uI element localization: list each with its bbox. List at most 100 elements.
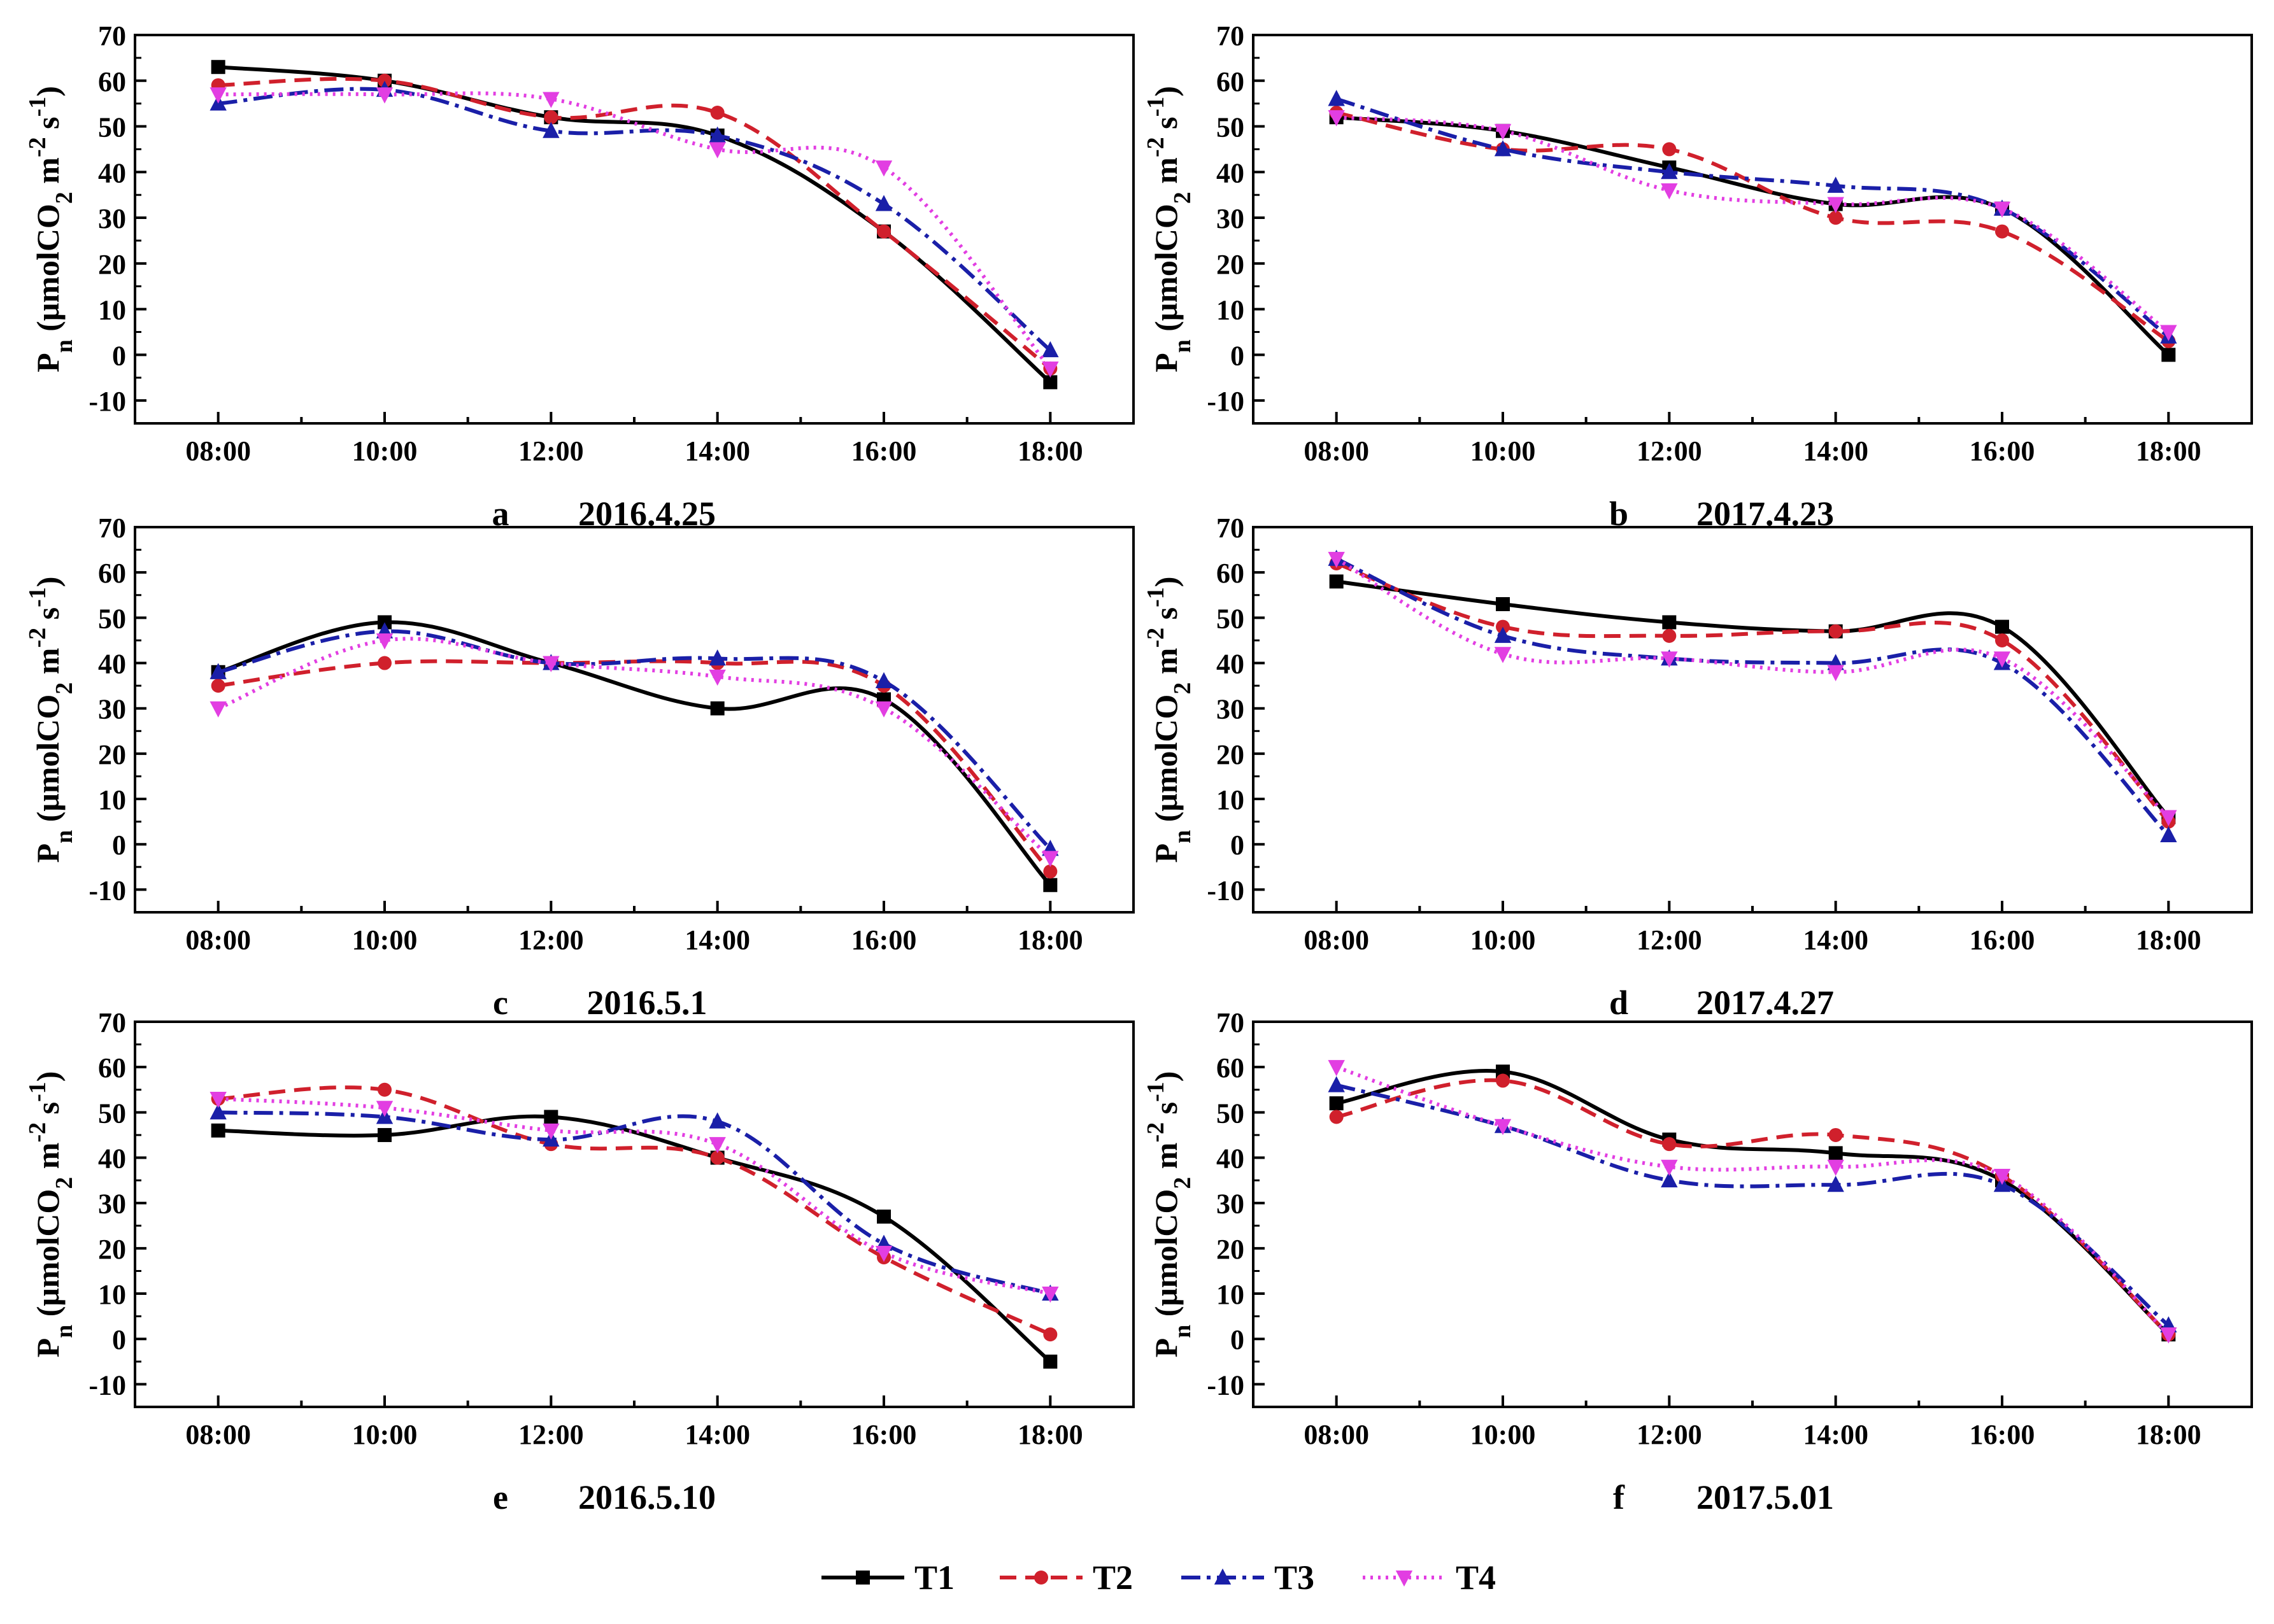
y-tick-label: 0 [1230,340,1244,371]
data-point [1328,1076,1345,1092]
y-tick-label: 50 [98,112,126,143]
data-point [1828,1127,1843,1142]
y-tick-label: -10 [1207,1369,1244,1401]
data-point [1329,574,1344,589]
data-point [210,663,227,679]
data-point [1661,1159,1678,1176]
legend-label: T1 [914,1558,955,1597]
data-point [1662,615,1677,630]
panels: -10 0 10 20 30 40 50 60 70 08:00 10:00 12:00 14:00 16… [24,20,2253,1516]
x-tick-label: 18:00 [1018,924,1083,956]
legend-label: T4 [1456,1558,1496,1597]
y-tick-label: 40 [1216,1143,1244,1175]
data-point [709,126,726,143]
y-tick-label: 60 [1216,558,1244,589]
y-tick-label: 70 [1216,20,1244,52]
y-tick-label: 50 [1216,112,1244,143]
series-t2 [211,73,1058,376]
x-tick-label: 12:00 [518,924,584,956]
series-line [217,637,1052,859]
y-tick-label: 50 [1216,1098,1244,1129]
data-point [1827,176,1844,193]
data-point [1993,651,2011,668]
data-point [1042,851,1059,867]
data-point [2161,348,2176,362]
series-line [1335,97,2170,338]
y-tick-label: 10 [98,1279,126,1310]
data-point [709,1137,726,1154]
data-point [1827,1159,1844,1176]
series-line [218,659,1052,873]
data-point [1661,162,1678,180]
data-point [2160,826,2177,842]
panel-c: -10 0 10 20 30 40 50 60 70 08:00 10:00 12:00 14:00 16… [24,512,1135,1022]
x-tick-label: 16:00 [851,1419,917,1450]
data-point [875,1246,893,1262]
y-tick-label: 10 [98,295,126,326]
y-tick-label: 40 [98,649,126,680]
legend-label: T2 [1093,1558,1133,1597]
x-tick-label: 18:00 [1018,1419,1083,1450]
series-t4 [1328,1060,2177,1344]
y-tick-label: 40 [1216,649,1244,680]
y-axis-label: Pn (μmolCO2 m-2 s-1) [1142,86,1196,372]
series-line [217,620,1052,887]
y-tick-label: 0 [112,830,126,861]
data-point [709,669,726,686]
data-point [2160,1327,2177,1344]
plot-frame [1252,526,2253,914]
panel-letter: d [1609,984,1628,1022]
legend: T1 T2 T3 T4 [821,1558,1496,1597]
y-axis-label: Pn (μmolCO2 m-2 s-1) [1142,1071,1196,1358]
data-point [1043,1327,1058,1342]
y-tick-label: 50 [98,1098,126,1129]
data-point [875,701,893,718]
y-tick-label: -10 [89,386,126,417]
data-point [544,1110,558,1124]
series-line [1336,1078,2170,1336]
x-tick-label: 08:00 [185,435,251,467]
panel-f: -10 0 10 20 30 40 50 60 70 08:00 10:00 12:00 14:00 16… [1142,1007,2253,1516]
data-point [211,1123,225,1138]
data-point [709,1112,726,1129]
data-point [710,1150,725,1165]
legend-item-t4: T4 [1363,1558,1496,1597]
data-point [1494,1119,1512,1136]
legend-label: T3 [1274,1558,1314,1597]
y-tick-label: 20 [1216,249,1244,280]
data-point [1661,651,1678,668]
x-tick-label: 08:00 [1304,1419,1369,1450]
y-axis-label: Pn (μmolCO2 m-2 s-1) [24,1071,78,1358]
plot-frame [134,34,1135,425]
legend-marker [1214,1568,1232,1585]
data-point [877,224,891,239]
data-point [710,106,725,120]
y-tick-label: 30 [1216,203,1244,234]
data-point [1042,341,1059,358]
panel-letter: c [493,984,508,1022]
data-point [1827,1175,1844,1192]
y-tick-label: 0 [112,340,126,371]
series-line [1336,579,2170,819]
y-tick-label: -10 [1207,386,1244,417]
data-point [378,73,392,88]
x-tick-label: 08:00 [185,1419,251,1450]
y-tick-label: 30 [98,203,126,234]
y-tick-label: 40 [1216,157,1244,188]
y-tick-label: 60 [1216,66,1244,97]
data-point [1328,551,1345,568]
data-point [210,1103,227,1120]
y-tick-label: 70 [98,1007,126,1038]
data-point [211,60,225,74]
y-axis-label: Pn (μmolCO2 m-2 s-1) [24,577,78,863]
legend-marker [1395,1571,1413,1587]
plot-frame [134,526,1135,914]
data-point [877,1210,891,1224]
x-tick-label: 10:00 [352,435,418,467]
series-t1 [1329,1064,2176,1342]
x-tick-label: 14:00 [1803,435,1868,467]
panel-e: -10 0 10 20 30 40 50 60 70 08:00 10:00 12:00 14:00 16… [24,1007,1135,1516]
data-point [1827,197,1844,213]
data-point [210,87,227,104]
data-point [1328,110,1345,127]
